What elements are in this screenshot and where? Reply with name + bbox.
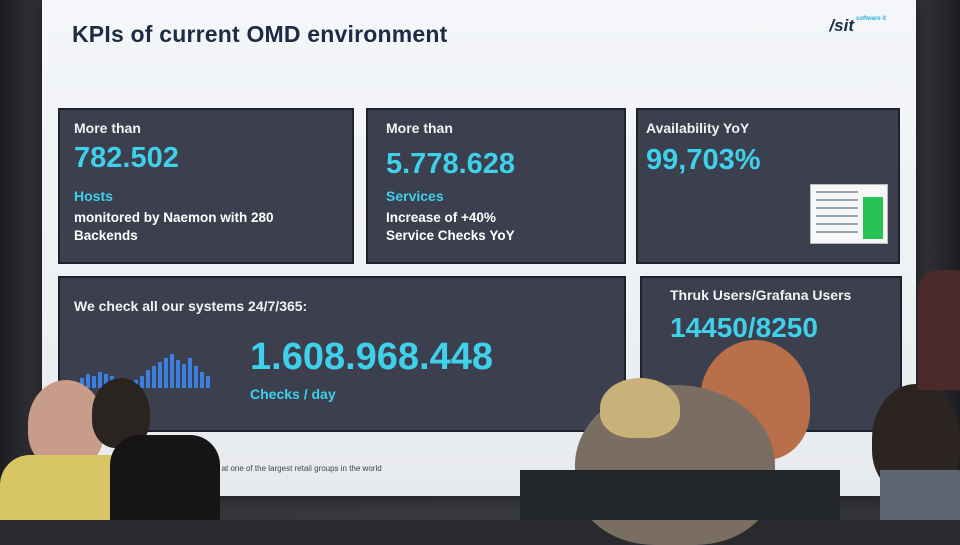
availability-value: 99,703% — [646, 144, 761, 176]
kpi-tile-availability: Availability YoY 99,703% — [636, 108, 900, 264]
mini-chart-bar — [176, 360, 180, 388]
services-desc-1: Increase of +40% — [386, 210, 496, 225]
standing-person — [918, 270, 960, 390]
kpi-tile-checks: We check all our systems 24/7/365: 1.608… — [58, 276, 626, 432]
mini-chart-bar — [152, 366, 156, 388]
services-sub: Services — [386, 188, 444, 204]
mini-chart-bar — [146, 370, 150, 388]
mini-chart-bar — [182, 364, 186, 388]
slide-title: KPIs of current OMD environment — [72, 21, 448, 47]
services-label: More than — [386, 120, 453, 136]
mini-chart-bar — [98, 372, 102, 388]
services-desc-2: Service Checks YoY — [386, 228, 515, 243]
kpi-tile-services: More than 5.778.628 Services Increase of… — [366, 108, 626, 264]
audience-head-5 — [600, 378, 680, 438]
audience-head-1 — [28, 380, 104, 468]
hosts-value: 782.502 — [74, 142, 179, 174]
mini-chart-bar — [104, 374, 108, 388]
hosts-desc: monitored by Naemon with 280 Backends — [74, 210, 274, 243]
projection-screen: KPIs of current OMD environment /sit soft… — [42, 0, 916, 496]
slide-footer: Monitoring at one of the largest retail … — [182, 464, 382, 473]
checks-label: We check all our systems 24/7/365: — [74, 298, 308, 314]
mini-chart-bar — [164, 358, 168, 388]
availability-screenshot-thumbnail — [810, 184, 888, 244]
services-value: 5.778.628 — [386, 148, 516, 180]
mini-chart-bar — [194, 366, 198, 388]
mini-chart-bar — [206, 376, 210, 388]
hosts-sub: Hosts — [74, 188, 113, 204]
users-label: Thruk Users/Grafana Users — [670, 287, 852, 303]
availability-green-bar — [863, 197, 883, 239]
mini-chart-bar — [92, 376, 96, 388]
checks-sub: Checks / day — [250, 386, 336, 402]
kpi-tile-hosts: More than 782.502 Hosts monitored by Nae… — [58, 108, 354, 264]
logo-text: /sit — [829, 16, 854, 35]
mini-chart-bar — [200, 372, 204, 388]
audience-body-3 — [520, 470, 840, 520]
audience-body-6 — [880, 470, 960, 520]
availability-label: Availability YoY — [646, 120, 750, 136]
hosts-label: More than — [74, 120, 141, 136]
audience-body-2 — [110, 435, 220, 520]
checks-value: 1.608.968.448 — [250, 336, 494, 378]
mini-chart-bar — [86, 374, 90, 388]
mini-chart-bar — [170, 354, 174, 388]
mini-chart-bar — [158, 362, 162, 388]
sit-logo: /sit software it — [829, 16, 886, 36]
mini-chart-bar — [80, 378, 84, 388]
mini-chart-bar — [188, 358, 192, 388]
logo-tag: software it — [855, 16, 886, 22]
users-value: 14450/8250 — [670, 312, 818, 343]
mini-chart-bar — [140, 376, 144, 388]
checks-mini-chart — [74, 340, 214, 388]
